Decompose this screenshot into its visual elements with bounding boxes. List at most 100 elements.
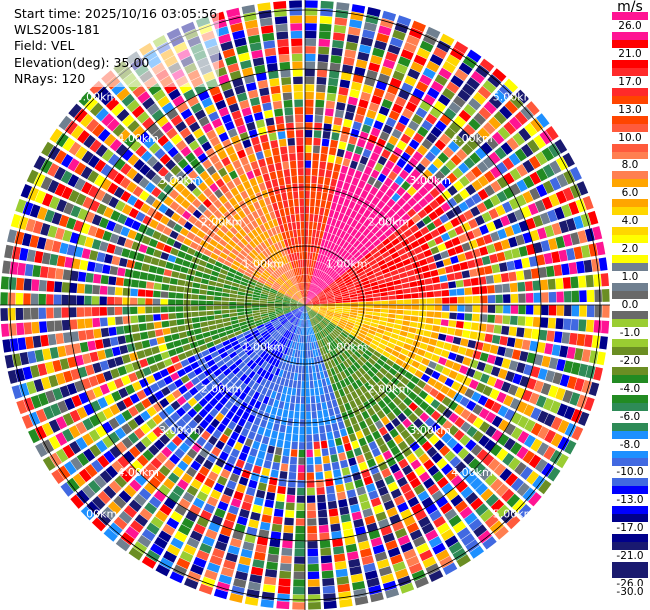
- velocity-gate: [284, 311, 292, 316]
- velocity-gate: [176, 395, 187, 406]
- velocity-gate: [421, 522, 435, 535]
- velocity-gate: [130, 288, 138, 297]
- velocity-gate: [397, 248, 407, 256]
- colorbar-tick-label: -17.0: [612, 522, 648, 535]
- velocity-gate: [403, 489, 416, 501]
- velocity-gate: [17, 337, 27, 351]
- velocity-gate: [271, 262, 278, 270]
- velocity-gate: [152, 89, 166, 102]
- velocity-gate: [256, 324, 265, 330]
- velocity-gate: [307, 563, 319, 572]
- velocity-gate: [57, 345, 67, 358]
- velocity-gate: [319, 230, 324, 239]
- velocity-gate: [343, 232, 350, 241]
- velocity-gate: [301, 305, 305, 312]
- velocity-gate: [306, 464, 314, 473]
- velocity-gate: [164, 428, 176, 440]
- velocity-gate: [144, 182, 156, 193]
- velocity-gate: [102, 264, 111, 274]
- velocity-gate: [319, 23, 332, 32]
- velocity-gate: [342, 182, 351, 191]
- velocity-gate: [307, 510, 317, 519]
- velocity-gate: [290, 324, 295, 332]
- velocity-gate: [282, 386, 288, 395]
- velocity-gate: [276, 439, 284, 448]
- velocity-gate: [427, 239, 437, 248]
- velocity-gate: [246, 121, 256, 131]
- velocity-gate: [373, 179, 383, 190]
- velocity-gate: [107, 286, 116, 296]
- velocity-gate: [420, 157, 431, 168]
- velocity-gate: [297, 373, 302, 381]
- velocity-gate: [191, 376, 201, 386]
- velocity-gate: [337, 212, 345, 222]
- velocity-gate: [340, 205, 348, 215]
- velocity-gate: [283, 99, 293, 108]
- velocity-gate: [283, 309, 291, 312]
- velocity-gate: [326, 344, 332, 352]
- velocity-gate: [305, 350, 308, 358]
- velocity-gate: [146, 522, 160, 535]
- velocity-gate: [84, 97, 98, 112]
- velocity-gate: [370, 322, 379, 328]
- velocity-gate: [339, 344, 346, 352]
- velocity-gate: [62, 444, 75, 459]
- velocity-gate: [314, 115, 323, 123]
- velocity-gate: [270, 329, 277, 336]
- velocity-gate: [339, 230, 346, 239]
- velocity-gate: [298, 342, 302, 351]
- velocity-gate: [320, 239, 326, 247]
- velocity-gate: [260, 313, 269, 317]
- velocity-gate: [58, 214, 70, 228]
- velocity-gate: [97, 128, 111, 142]
- velocity-gate: [584, 334, 593, 348]
- velocity-gate: [563, 291, 572, 303]
- velocity-gate: [270, 531, 282, 540]
- velocity-gate: [453, 41, 469, 54]
- velocity-gate: [388, 264, 397, 272]
- velocity-gate: [237, 312, 245, 316]
- velocity-gate: [330, 284, 338, 290]
- velocity-gate: [338, 247, 345, 256]
- velocity-gate: [305, 305, 311, 311]
- velocity-gate: [173, 223, 183, 233]
- velocity-gate: [113, 172, 125, 185]
- velocity-gate: [356, 486, 367, 496]
- velocity-gate: [315, 315, 322, 321]
- velocity-gate: [222, 48, 236, 59]
- velocity-gate: [119, 177, 131, 189]
- velocity-gate: [371, 319, 380, 324]
- velocity-gate: [141, 263, 150, 272]
- velocity-gate: [329, 234, 336, 243]
- velocity-gate: [365, 297, 374, 302]
- velocity-gate: [264, 213, 272, 222]
- velocity-gate: [278, 478, 287, 487]
- velocity-gate: [372, 403, 381, 413]
- velocity-gate: [360, 326, 369, 333]
- velocity-gate: [258, 339, 266, 346]
- velocity-gate: [440, 177, 452, 189]
- velocity-gate: [540, 317, 549, 328]
- velocity-gate: [55, 268, 64, 280]
- velocity-gate: [130, 315, 139, 324]
- velocity-gate: [508, 457, 521, 471]
- velocity-gate: [203, 503, 216, 514]
- velocity-gate: [356, 533, 369, 543]
- velocity-gate: [231, 355, 240, 363]
- velocity-gate: [396, 476, 408, 488]
- velocity-gate: [307, 502, 316, 511]
- velocity-gate: [354, 397, 362, 407]
- velocity-gate: [225, 163, 235, 173]
- velocity-gate: [510, 293, 519, 303]
- velocity-gate: [217, 256, 226, 264]
- velocity-gate: [324, 336, 330, 345]
- velocity-gate: [529, 187, 541, 201]
- velocity-gate: [165, 393, 176, 404]
- velocity-gate: [106, 118, 120, 132]
- velocity-gate: [268, 276, 276, 283]
- velocity-gate: [268, 327, 276, 334]
- velocity-gate: [283, 525, 294, 534]
- velocity-gate: [204, 219, 214, 229]
- velocity-gate: [49, 128, 63, 144]
- velocity-gate: [134, 441, 147, 453]
